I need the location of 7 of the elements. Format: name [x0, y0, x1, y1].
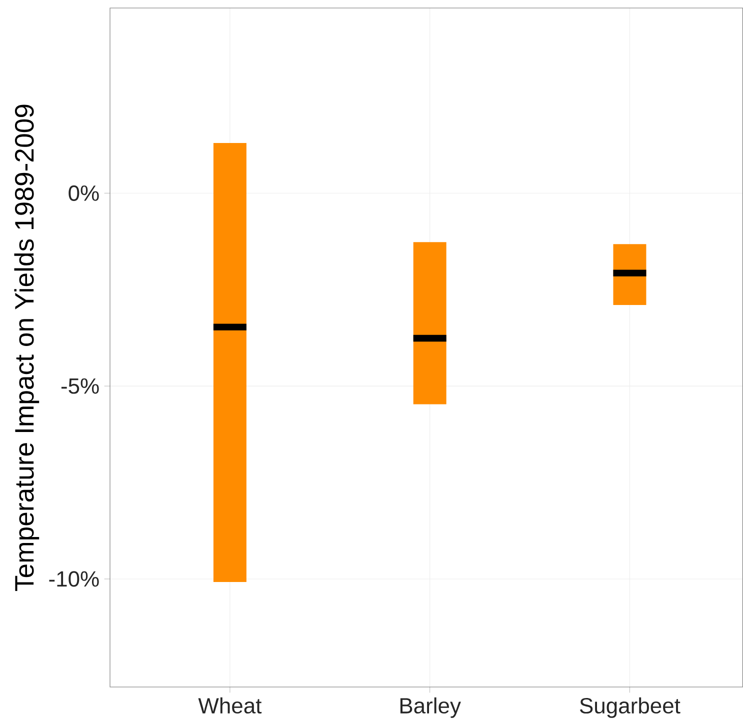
x-tick-label: Barley — [400, 697, 461, 718]
x-tick-label: Sugarbeet — [580, 697, 680, 718]
y-tick-label: 0% — [68, 185, 99, 201]
y-axis-title: Temperature Impact on Yields 1989-2009 — [14, 104, 40, 591]
x-tick-label: Wheat — [198, 697, 262, 714]
y-tick-label: -5% — [61, 378, 99, 394]
y-tick-label: -10% — [49, 571, 99, 587]
